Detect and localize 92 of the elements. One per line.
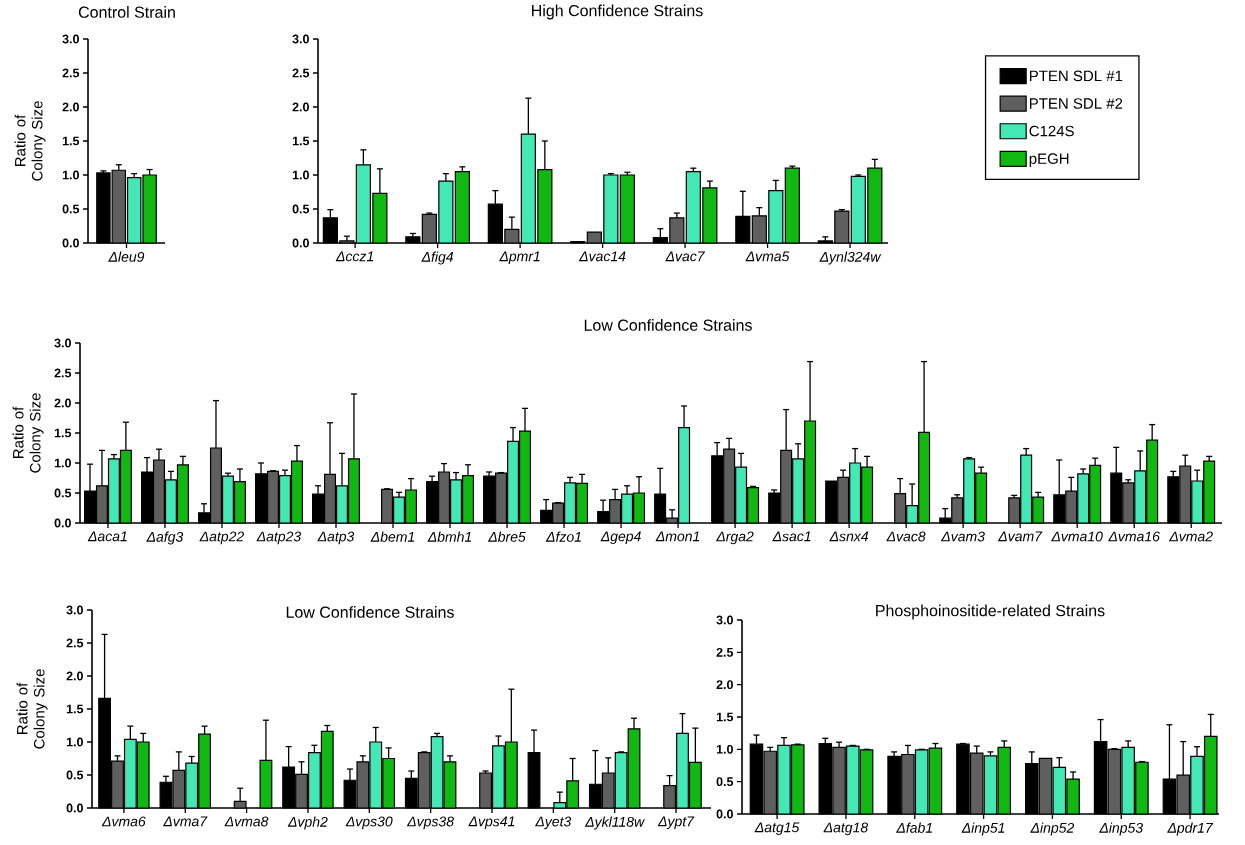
chart-title: Phosphoinositide-related Strains — [876, 604, 1105, 620]
x-tick-label: Δfzo1 — [545, 531, 581, 542]
x-tick-label: Δpdr17 — [1167, 822, 1214, 836]
x-tick-label: Δatp22 — [199, 531, 244, 545]
x-tick-label: Δvma5 — [745, 251, 790, 262]
y-tick-label: 1.0 — [62, 170, 79, 180]
y-tick-label: 1.5 — [292, 136, 310, 146]
x-tick-label: Δgep4 — [600, 531, 641, 545]
y-tick-label: 1.0 — [292, 170, 309, 180]
x-tick-label: Δykl118w — [584, 816, 645, 830]
y-tick-label: 2.0 — [66, 671, 83, 681]
x-tick-label: Δvma8 — [224, 816, 269, 827]
x-tick-label: Δafg3 — [146, 531, 184, 545]
x-tick-label: Δfig4 — [421, 251, 454, 265]
y-tick-label: 0.5 — [292, 204, 310, 214]
y-tick-label: 2.5 — [66, 638, 84, 648]
y-tick-label: 1.5 — [716, 712, 734, 722]
y-tick-label: 2.0 — [716, 680, 733, 690]
chart-title: Low Confidence Strains — [584, 319, 752, 331]
y-tick-label: 1.0 — [716, 744, 733, 754]
x-tick-label: Δvps41 — [468, 816, 515, 830]
x-tick-label: Δvam3 — [941, 531, 985, 542]
y-tick-label: 3.0 — [54, 338, 71, 348]
y-tick-label: 0.0 — [292, 238, 309, 248]
x-tick-label: Δsnx4 — [829, 531, 869, 542]
x-tick-label: Δvma7 — [163, 816, 208, 827]
x-tick-label: Δbre5 — [488, 531, 526, 542]
x-tick-label: Δbem1 — [370, 531, 415, 542]
x-tick-label: Δinp53 — [1099, 822, 1143, 836]
legend-label: pEGH — [1029, 153, 1069, 167]
y-tick-label: 1.0 — [54, 458, 71, 468]
y-tick-label: 3.0 — [716, 615, 733, 625]
x-tick-label: Δvam7 — [998, 531, 1043, 542]
x-tick-label: Δmon1 — [655, 531, 700, 542]
y-tick-label: 0.5 — [66, 770, 84, 780]
y-tick-label: 3.0 — [66, 605, 83, 615]
x-tick-label: Δatg15 — [754, 822, 800, 836]
y-tick-label: 1.5 — [62, 136, 80, 146]
y-axis-title: Ratio of Colony Size — [14, 101, 46, 181]
x-tick-label: Δpmr1 — [499, 251, 540, 265]
chart-title: Low Confidence Strains — [286, 606, 454, 618]
legend-label: PTEN SDL #2 — [1029, 98, 1123, 109]
y-tick-label: 0.5 — [62, 204, 80, 214]
y-tick-label: 2.5 — [54, 368, 72, 378]
chart-title: Control Strain — [78, 6, 175, 18]
x-tick-label: Δvph2 — [287, 816, 328, 830]
x-tick-label: Δsac1 — [772, 531, 811, 542]
x-tick-label: Δfab1 — [896, 822, 932, 833]
x-tick-label: Δvac14 — [578, 251, 626, 262]
x-tick-label: Δvma10 — [1051, 531, 1103, 542]
x-tick-label: Δatp3 — [317, 531, 355, 545]
y-tick-label: 2.5 — [716, 647, 734, 657]
x-tick-label: Δvma16 — [1108, 531, 1160, 542]
y-tick-label: 2.5 — [292, 68, 310, 78]
chart-title: High Confidence Strains — [532, 4, 703, 20]
x-tick-label: Δvac7 — [665, 251, 705, 262]
legend-label: C124S — [1029, 125, 1074, 137]
x-tick-label: Δaca1 — [87, 531, 127, 542]
y-tick-label: 1.0 — [66, 737, 83, 747]
y-tick-label: 3.0 — [62, 34, 79, 44]
y-tick-label: 0.5 — [716, 777, 734, 787]
x-tick-label: Δyet3 — [535, 816, 572, 830]
y-tick-label: 0.0 — [66, 803, 83, 813]
y-tick-label: 2.0 — [54, 398, 71, 408]
y-tick-label: 1.5 — [66, 704, 84, 714]
y-axis-title: Ratio of Colony Size — [12, 393, 44, 473]
x-tick-label: Δinp51 — [961, 822, 1005, 836]
x-tick-label: Δleu9 — [108, 251, 145, 262]
x-tick-label: Δatg18 — [823, 822, 869, 836]
x-tick-label: Δvma2 — [1169, 531, 1213, 542]
x-tick-label: Δvps38 — [407, 816, 454, 830]
x-tick-label: Δrga2 — [716, 531, 754, 545]
x-tick-label: Δbmh1 — [427, 531, 472, 542]
x-tick-label: Δvac8 — [886, 531, 926, 542]
y-tick-label: 2.5 — [62, 68, 80, 78]
x-tick-label: Δvps30 — [345, 816, 393, 830]
y-tick-label: 0.0 — [54, 518, 71, 528]
x-tick-label: Δccz1 — [335, 251, 374, 262]
x-tick-label: Δatp23 — [256, 531, 302, 545]
legend-label: PTEN SDL #1 — [1029, 70, 1123, 82]
y-tick-label: 2.0 — [292, 102, 309, 112]
y-tick-label: 0.0 — [62, 238, 79, 248]
y-tick-label: 0.5 — [54, 488, 72, 498]
y-tick-label: 0.0 — [716, 809, 733, 819]
x-tick-label: Δinp52 — [1030, 822, 1075, 836]
x-tick-label: Δynl324w — [819, 251, 882, 265]
y-axis-title: Ratio of Colony Size — [16, 669, 48, 749]
y-tick-label: 2.0 — [62, 102, 79, 112]
y-tick-label: 1.5 — [54, 428, 72, 438]
x-tick-label: Δypt7 — [657, 816, 695, 830]
x-tick-label: Δvma6 — [101, 816, 146, 827]
y-tick-label: 3.0 — [292, 34, 309, 44]
